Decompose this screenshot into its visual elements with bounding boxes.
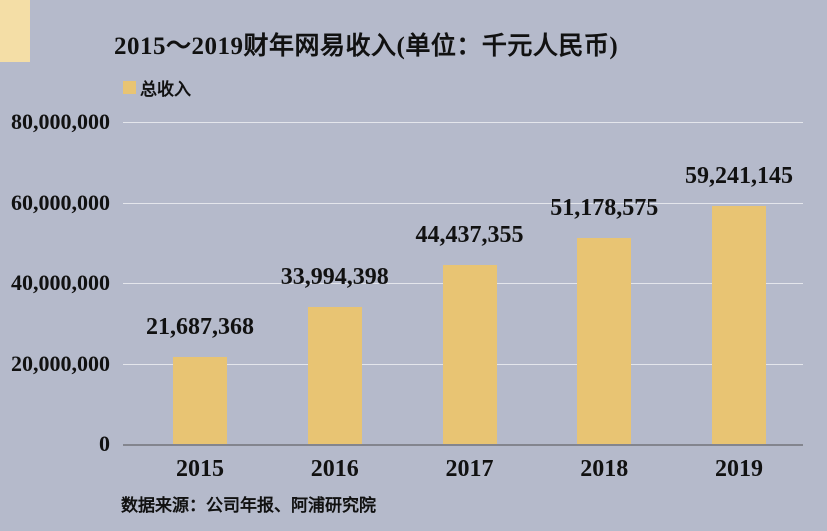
y-axis-tick-label: 40,000,000 [11,270,110,295]
gridline [123,202,803,204]
bar-value-label: 44,437,355 [415,222,524,249]
bar-value-label: 59,241,145 [685,162,793,189]
gridline [123,122,803,123]
bar-2015 [173,356,227,444]
x-axis-tick-label: 2019 [715,456,763,482]
chart-title: 2015～2019财年网易收入(单位：千元人民币) [114,33,619,60]
corner-decoration-rect [0,0,30,62]
bar-value-label: 33,994,398 [280,264,389,291]
bar-value-label: 21,687,368 [146,313,254,340]
legend-swatch-icon [123,81,136,94]
bar-2017 [442,265,497,444]
bar-value-label: 51,178,575 [550,195,659,222]
y-axis-tick-label: 0 [99,431,110,456]
y-axis-tick-label: 20,000,000 [11,350,110,376]
x-axis-tick-label: 2016 [310,456,359,482]
x-axis-tick-label: 2017 [445,456,494,482]
y-axis-tick-label: 80,000,000 [11,109,110,134]
bar-2019 [712,205,766,444]
bar-2016 [307,307,362,444]
x-axis-tick-label: 2015 [176,456,224,482]
legend-label: 总收入 [140,80,191,99]
source-note: 数据来源：公司年报、阿浦研究院 [121,496,376,515]
bar-2018 [577,238,632,444]
legend: 总收入 [123,75,191,100]
x-axis-tick-label: 2018 [580,456,629,482]
y-axis-tick-label: 60,000,000 [11,189,110,215]
plot-area: 0 20,000,000 40,000,000 60,000,000 80,000,00… [11,109,803,482]
